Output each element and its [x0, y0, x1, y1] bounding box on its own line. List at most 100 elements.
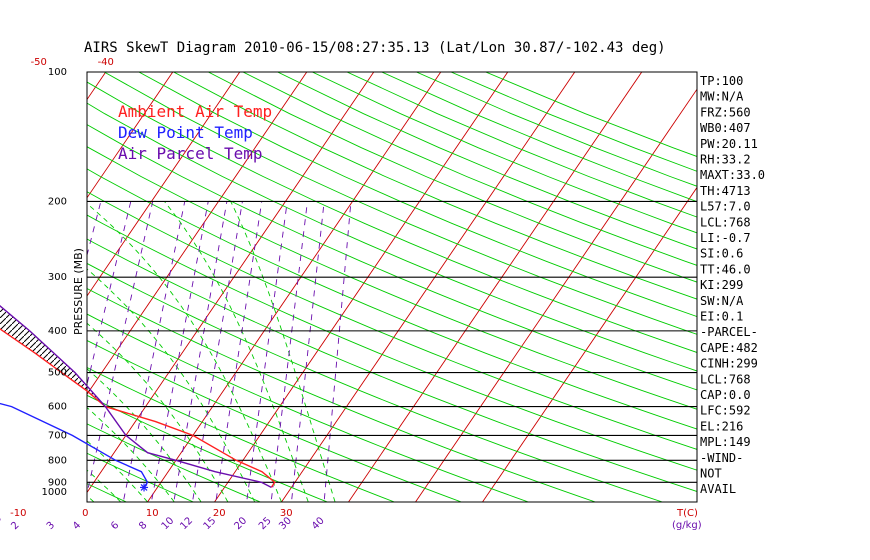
- mixing-ratio-line: [291, 201, 325, 502]
- isotherm-line: [213, 72, 509, 502]
- isotherm-line: [87, 72, 241, 297]
- sounding-index-label: MW:N/A: [700, 90, 744, 104]
- bottom-temperature-tick-label: 10: [146, 508, 159, 519]
- dry-adiabat-line: [103, 72, 697, 335]
- dry-adiabat-line: [208, 72, 697, 283]
- sounding-index-label: CAPE:482: [700, 341, 758, 355]
- mixing-ratio-line: [215, 201, 263, 502]
- top-temperature-tick-labels: -120-110-100-90-80-70-60-50-40: [31, 57, 114, 68]
- mixing-ratio-tick-label: 25: [257, 515, 274, 532]
- pressure-tick-label: 500: [48, 368, 67, 379]
- sounding-index-label: NOT: [700, 467, 722, 481]
- dry-adiabat-line: [87, 394, 329, 502]
- dry-adiabat-line: [242, 72, 697, 266]
- dry-adiabat-line: [485, 72, 697, 158]
- sounding-index-label: CAP:0.0: [700, 388, 751, 402]
- sounding-index-label: L57:7.0: [700, 200, 751, 214]
- bottom-temperature-tick-label: 30: [280, 508, 293, 519]
- sounding-index-label: LFC:592: [700, 404, 751, 418]
- plot-frame: [86, 71, 698, 503]
- sounding-index-label: KI:299: [700, 278, 743, 292]
- dry-adiabat-line: [416, 72, 697, 187]
- sounding-index-label: SI:0.6: [700, 247, 743, 261]
- pressure-tick-label: 200: [48, 196, 67, 207]
- sounding-index-label: TP:100: [700, 74, 743, 88]
- moist-adiabat-line: [87, 469, 122, 502]
- dry-adiabat-line: [87, 238, 697, 492]
- mixing-ratio-tick-label: 4: [71, 520, 83, 532]
- isotherm-line: [347, 72, 643, 502]
- dry-adiabat-line: [87, 262, 664, 502]
- moist-adiabat-line: [87, 322, 229, 502]
- isotherm-line: [87, 72, 308, 396]
- dry-adiabat-line: [87, 452, 195, 502]
- legend-ambient: Ambient Air Temp: [118, 102, 272, 121]
- mixing-ratio-line: [0, 201, 7, 511]
- mixing-ratio-line: [270, 201, 308, 502]
- sounding-index-label: LCL:768: [700, 372, 751, 386]
- bottom-temperature-tick-label: -10: [10, 508, 26, 519]
- isotherm-line: [87, 72, 375, 494]
- sounding-index-label: LCL:768: [700, 215, 751, 229]
- mixing-ratio-line: [87, 201, 154, 496]
- isobar-lines: [86, 71, 698, 503]
- sounding-index-label: SW:N/A: [700, 294, 744, 308]
- mixing-ratio-tick-label: 40: [310, 515, 327, 532]
- sounding-index-label: EL:216: [700, 419, 743, 433]
- dry-adiabat-line: [87, 124, 697, 391]
- cape-shading: [0, 305, 104, 405]
- pressure-tick-label: 600: [48, 402, 67, 413]
- parcel-temp-line: [0, 305, 272, 489]
- mixing-ratio-tick-label: 8: [137, 520, 149, 532]
- dry-adiabat-line: [87, 191, 697, 450]
- pressure-tick-label: 900: [48, 477, 67, 488]
- pressure-tick-label: 800: [48, 455, 67, 466]
- dry-adiabat-line: [87, 423, 262, 502]
- dewpoint-line: [0, 402, 149, 488]
- mixing-ratio-line: [122, 201, 186, 502]
- sounding-index-label: TH:4713: [700, 184, 751, 198]
- sounding-index-label: -WIND-: [700, 451, 743, 465]
- sounding-index-label: FRZ:560: [700, 105, 751, 119]
- sounding-index-label: MAXT:33.0: [700, 168, 765, 182]
- sounding-index-label: WB0:407: [700, 121, 751, 135]
- mixing-ratio-tick-label: 1.5: [0, 513, 4, 532]
- mixing-ratio-line: [246, 201, 288, 502]
- dry-adiabat-line: [450, 72, 697, 172]
- isotherm-line: [146, 72, 442, 502]
- pressure-tick-label: 1000: [42, 487, 67, 498]
- sounding-profiles: [0, 305, 276, 492]
- bottom-temperature-tick-label: 0: [82, 508, 88, 519]
- pressure-tick-label: 300: [48, 272, 67, 283]
- top-temperature-tick-label: -40: [98, 57, 114, 68]
- mixing-ratio-unit-label: (g/kg): [672, 520, 702, 531]
- sounding-index-label: AVAIL: [700, 482, 736, 496]
- dry-adiabat-line: [87, 146, 697, 410]
- sounding-index-label: TT:46.0: [700, 262, 751, 276]
- dry-adiabat-line: [0, 72, 79, 511]
- mixing-ratio-line: [87, 201, 132, 387]
- mixing-ratio-tick-label: 12: [178, 515, 195, 532]
- moist-adiabat-line: [87, 440, 148, 502]
- legend-parcel: Air Parcel Temp: [118, 144, 263, 163]
- pressure-tick-label: 400: [48, 326, 67, 337]
- dry-adiabat-line: [87, 214, 697, 471]
- wind-marker: [140, 484, 148, 491]
- mixing-ratio-tick-label: 3: [45, 520, 57, 532]
- pressure-tick-label: 700: [48, 430, 67, 441]
- sounding-index-label: CINH:299: [700, 357, 758, 371]
- sounding-index-label: LI:-0.7: [700, 231, 751, 245]
- mixing-ratio-line: [191, 201, 243, 502]
- isotherm-line: [414, 88, 697, 502]
- isotherm-line: [280, 72, 576, 502]
- chart-title: AIRS SkewT Diagram 2010-06-15/08:27:35.1…: [84, 40, 666, 56]
- dry-adiabat-line: [87, 102, 697, 372]
- mixing-ratio-tick-label: 2: [9, 520, 21, 532]
- legend-dewpoint: Dew Point Temp: [118, 123, 253, 142]
- mixing-ratio-line: [173, 201, 228, 502]
- mixing-ratio-line: [87, 201, 102, 257]
- mixing-ratio-line: [150, 201, 209, 502]
